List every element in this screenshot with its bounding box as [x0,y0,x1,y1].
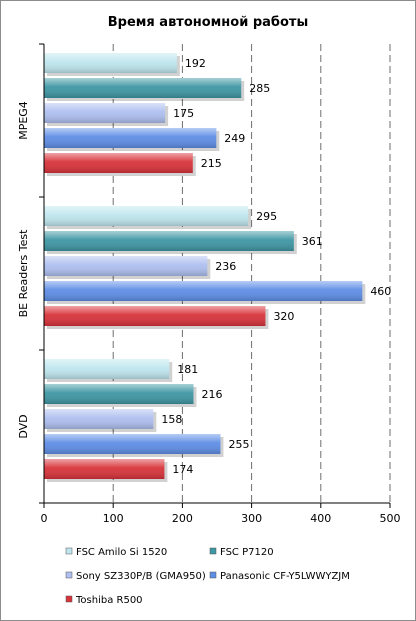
legend-label: Panasonic CF-Y5LWWYZJM [220,571,350,582]
bar-shading [44,434,221,454]
legend-item-panasonic-cf-y5lwwyzjm: Panasonic CF-Y5LWWYZJM [209,571,350,582]
category-label: DVD [17,414,30,438]
data-label: 216 [201,388,222,401]
legend-label: FSC Amilo Si 1520 [76,547,167,558]
data-label: 158 [161,413,182,426]
bar-shading [44,359,170,379]
bar-shading [44,306,266,326]
legend: FSC Amilo Si 1520 FSC P7120 Sony SZ330P/B … [65,547,350,606]
legend-label: Sony SZ330P/B (GMA950) [76,571,206,582]
data-label: 255 [228,438,249,451]
legend-label: Toshiba R500 [75,595,143,606]
bar-shading [44,256,208,276]
chart-title: Время автономной работы [108,15,308,30]
x-tick-label: 500 [380,512,401,525]
x-tick-label: 0 [41,512,48,525]
legend-swatch [65,571,73,579]
data-label: 175 [173,107,194,120]
data-label: 181 [177,363,198,376]
data-label: 236 [215,260,236,273]
bar-shading [44,384,194,404]
data-label: 361 [302,235,323,248]
category-label: BE Readers Test [17,229,30,317]
x-tick-label: 400 [310,512,331,525]
bar-shading [44,206,249,226]
data-label: 460 [370,285,391,298]
legend-label: FSC P7120 [220,547,274,558]
data-label: 249 [224,132,245,145]
bar-shading [44,53,177,73]
legend-swatch [209,571,217,579]
data-label: 215 [201,157,222,170]
x-tick-label: 200 [172,512,193,525]
bar-shading [44,231,294,251]
axes: 0 100 200 300 400 500 MPEG4 BE Readers Test DVD [17,43,401,525]
legend-item-toshiba-r500: Toshiba R500 [65,595,143,606]
x-tick-label: 100 [103,512,124,525]
bars [44,53,366,482]
bar-shading [44,153,193,173]
bar-shading [44,281,363,301]
data-label: 174 [172,463,193,476]
x-tick-label: 300 [241,512,262,525]
legend-swatch [209,547,217,555]
data-label: 192 [185,57,206,70]
data-label: 285 [249,82,270,95]
data-label: 320 [273,310,294,323]
bar-shading [44,78,242,98]
bar-shading [44,128,217,148]
data-label: 295 [256,210,277,223]
bar-shading [44,459,165,479]
legend-item-fsc-amilo-si-1520: FSC Amilo Si 1520 [65,547,167,558]
category-label: MPEG4 [17,101,30,140]
bar-shading [44,103,166,123]
legend-item-fsc-p7120: FSC P7120 [209,547,274,558]
legend-item-sony-sz330p-b-gma950: Sony SZ330P/B (GMA950) [65,571,206,582]
bar-shading [44,409,154,429]
legend-swatch [65,595,73,603]
legend-swatch [65,547,73,555]
